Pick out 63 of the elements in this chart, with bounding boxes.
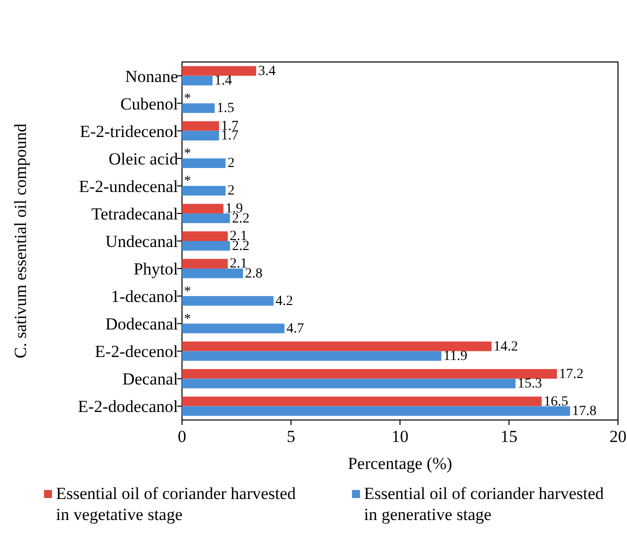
x-tick-label: 10 xyxy=(392,427,408,446)
x-tick-label: 5 xyxy=(286,427,296,446)
bar xyxy=(182,296,274,306)
bar xyxy=(182,204,224,214)
x-tick-label: 20 xyxy=(610,427,626,446)
bar xyxy=(182,268,244,278)
bar xyxy=(182,241,230,251)
data-label: 14.2 xyxy=(494,339,518,354)
y-tick-label: Dodecanal xyxy=(105,314,178,334)
bar xyxy=(182,324,284,334)
x-axis-title: Percentage (%) xyxy=(348,454,452,473)
x-tick-label: 0 xyxy=(178,427,186,446)
data-label: 2 xyxy=(228,156,235,172)
y-tick-label: Undecanal xyxy=(105,232,178,251)
text: * xyxy=(184,91,191,106)
data-label: 2 xyxy=(228,184,235,199)
data-label: 2.8 xyxy=(245,266,263,282)
text: * xyxy=(184,284,191,300)
y-tick-label: 1-decanol xyxy=(110,287,178,306)
bar xyxy=(182,158,226,168)
data-label: 3.4 xyxy=(258,64,276,79)
data-label: 17.8 xyxy=(572,404,597,420)
x-tick-label: 15 xyxy=(500,427,518,446)
data-label: 17.2 xyxy=(558,366,584,382)
y-tick-label: Tetradecanal xyxy=(91,204,178,224)
y-tick-label: E-2-undecenal xyxy=(78,176,178,196)
data-label: 1.5 xyxy=(216,101,234,116)
data-label: 15.3 xyxy=(518,376,542,392)
y-tick-label: Oleic acid xyxy=(108,149,178,168)
bar xyxy=(182,66,256,76)
y-tick-label: Phytol xyxy=(134,260,178,279)
bar xyxy=(182,130,220,140)
text: * xyxy=(184,174,191,190)
bar xyxy=(182,103,215,113)
data-label: 16.5 xyxy=(544,394,568,410)
bar xyxy=(182,121,220,131)
y-tick-label: Cubenol xyxy=(120,94,178,114)
y-tick-label: E-2-dodecanol xyxy=(78,397,178,416)
y-tick-label: Nonane xyxy=(125,66,178,86)
data-label: 1.4 xyxy=(214,74,232,89)
bar xyxy=(182,351,442,361)
legend-label: Essential oil of coriander harvested in generative stage xyxy=(364,484,604,524)
y-tick-label: Decanal xyxy=(122,370,178,389)
bar xyxy=(182,258,228,269)
legend-label: Essential oil of coriander harvested in vegetative stage xyxy=(56,484,296,524)
data-label: 2.1 xyxy=(230,256,248,272)
text: * xyxy=(184,146,191,162)
data-label: 4.2 xyxy=(276,294,294,309)
bar xyxy=(182,213,230,224)
bar xyxy=(182,342,492,352)
y-tick-label: E-2-tridecenol xyxy=(80,122,178,141)
y-axis-title: C. sativum essential oil compound xyxy=(11,123,30,358)
bar xyxy=(182,369,557,379)
bar xyxy=(182,406,570,416)
data-label: 11.9 xyxy=(443,348,468,364)
bar xyxy=(182,396,542,406)
data-label: 4.7 xyxy=(286,321,304,336)
bar xyxy=(182,231,228,241)
bar xyxy=(182,186,226,196)
bar xyxy=(182,378,516,388)
y-tick-label: E-2-decenol xyxy=(94,342,178,362)
text: * xyxy=(184,312,191,327)
bar xyxy=(182,76,213,86)
